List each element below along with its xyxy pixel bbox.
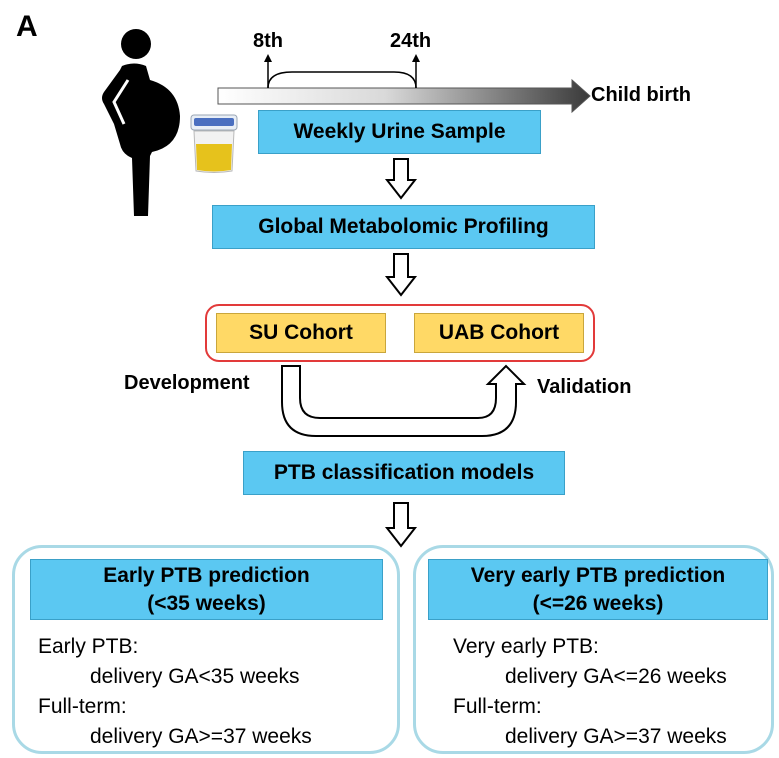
validation-label: Validation	[537, 376, 632, 398]
early-ptb-title-box: Early PTB prediction (<35 weeks)	[30, 559, 383, 620]
early-ptb-criteria: Early PTB: delivery GA<35 weeks Full-ter…	[38, 632, 312, 752]
urine-cup-icon	[190, 114, 238, 173]
sampling-window-bracket	[267, 71, 417, 89]
panel-label: A	[16, 10, 38, 43]
su-cohort-box: SU Cohort	[216, 313, 386, 353]
early-ptb-case-def: delivery GA<35 weeks	[90, 665, 300, 688]
child-birth-label: Child birth	[591, 84, 691, 106]
very-early-ptb-title: Very early PTB prediction	[470, 563, 726, 587]
early-ptb-control-def: delivery GA>=37 weeks	[90, 725, 312, 748]
timeline-end-label: 24th	[390, 30, 432, 52]
gestation-timeline	[217, 54, 591, 114]
very-early-ptb-control-def: delivery GA>=37 weeks	[505, 725, 727, 748]
very-early-ptb-control-label: Full-term:	[453, 695, 542, 718]
very-early-ptb-case-label: Very early PTB:	[453, 635, 599, 658]
early-ptb-title: Early PTB prediction	[103, 563, 310, 587]
classification-models-box: PTB classification models	[243, 451, 565, 495]
down-arrow-2	[384, 253, 418, 297]
early-ptb-panel	[12, 545, 400, 754]
uab-cohort-box: UAB Cohort	[414, 313, 584, 353]
down-arrow-1	[384, 158, 418, 200]
early-ptb-subtitle: (<35 weeks)	[147, 591, 266, 615]
early-ptb-case-label: Early PTB:	[38, 635, 139, 658]
development-label: Development	[124, 372, 250, 394]
urine-sample-box: Weekly Urine Sample	[258, 110, 541, 154]
very-early-ptb-title-box: Very early PTB prediction (<=26 weeks)	[428, 559, 768, 620]
early-ptb-control-label: Full-term:	[38, 695, 127, 718]
timeline-start-label: 8th	[253, 30, 283, 52]
very-early-ptb-criteria: Very early PTB: delivery GA<=26 weeks Fu…	[453, 632, 727, 752]
metabolomic-profiling-box: Global Metabolomic Profiling	[212, 205, 595, 249]
cohort-group	[205, 304, 595, 362]
very-early-ptb-panel	[413, 545, 774, 754]
very-early-ptb-case-def: delivery GA<=26 weeks	[505, 665, 727, 688]
pregnant-woman-icon	[102, 29, 180, 216]
very-early-ptb-subtitle: (<=26 weeks)	[532, 591, 664, 615]
timeline-arrow	[217, 78, 591, 114]
down-arrow-3	[384, 502, 418, 548]
